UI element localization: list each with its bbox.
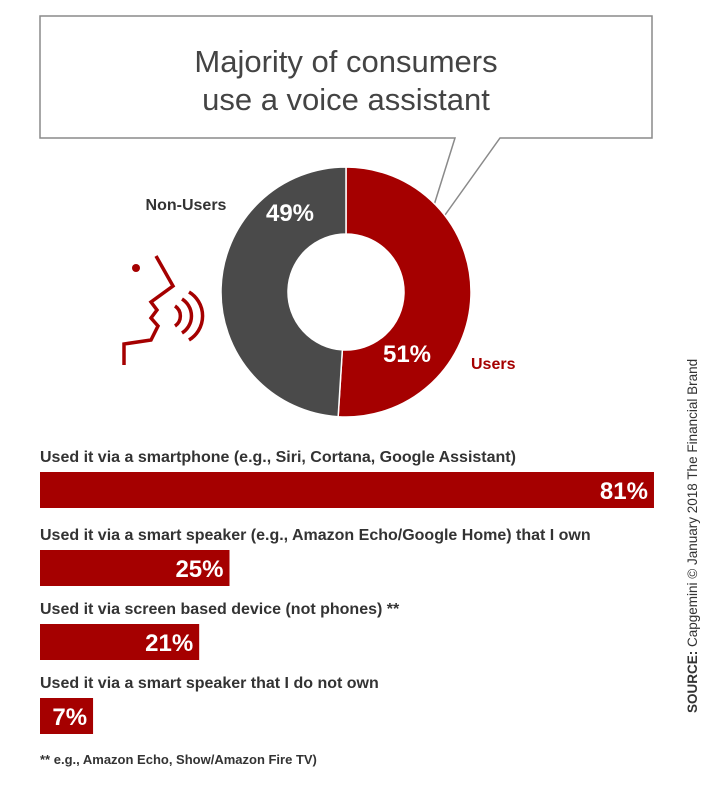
callout-line-1: Majority of consumers [194, 44, 497, 79]
bar-value-label: 25% [175, 556, 223, 583]
bar-category-label: Used it via screen based device (not pho… [40, 601, 400, 618]
speaking-head-icon [122, 255, 205, 365]
donut-slice-non-users [220, 166, 347, 418]
bar-chart: Used it via a smartphone (e.g., Siri, Co… [40, 449, 654, 734]
bar [40, 472, 654, 508]
sound-wave-3 [188, 290, 205, 342]
bar-category-label: Used it via a smartphone (e.g., Siri, Co… [40, 449, 516, 466]
callout: Majority of consumers use a voice assist… [39, 15, 653, 251]
sound-wave-1 [173, 304, 183, 328]
bar-value-label: 7% [52, 704, 87, 731]
callout-bubble [39, 15, 653, 251]
bar [40, 698, 94, 734]
face-profile [122, 255, 176, 365]
head-dot [132, 264, 140, 272]
bar [40, 624, 200, 660]
donut-chart: 51% 49% [220, 166, 472, 418]
bar-category-label: Used it via a smart speaker (e.g., Amazo… [40, 527, 591, 544]
bar [40, 550, 230, 586]
source-text: SOURCE: Capgemini © January 2018 The Fin… [685, 359, 700, 713]
donut-value-label-non-users: 49% [266, 200, 314, 227]
source-prefix: SOURCE: [685, 651, 700, 713]
donut-value-label-users: 51% [383, 341, 431, 368]
footnote: ** e.g., Amazon Echo, Show/Amazon Fire T… [40, 752, 317, 767]
sound-wave-2 [180, 297, 194, 335]
bar-category-label: Used it via a smart speaker that I do no… [40, 675, 379, 692]
bar-value-label: 81% [600, 478, 648, 505]
source-body: Capgemini © January 2018 The Financial B… [685, 359, 700, 651]
callout-line-2: use a voice assistant [202, 82, 490, 117]
bar-value-label: 21% [145, 630, 193, 657]
legend-label-users: Users [471, 356, 516, 373]
donut-slice-users [337, 166, 472, 418]
legend-label-non-users: Non-Users [146, 197, 227, 214]
